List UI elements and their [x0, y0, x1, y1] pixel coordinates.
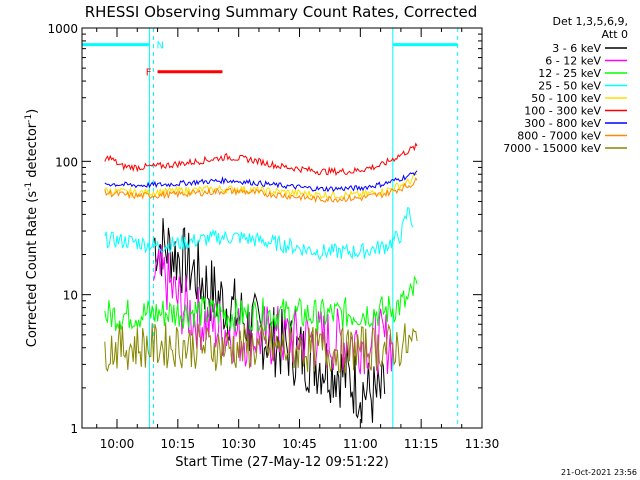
y-tick-label: 100	[55, 155, 78, 169]
y-axis-label: Corrected Count Rate (s-1 detector-1)	[24, 109, 40, 347]
series-line-300-800-kev	[104, 170, 418, 193]
x-tick-label: 11:00	[343, 437, 378, 451]
y-axis-label-sup2: -1	[24, 114, 34, 123]
y-axis-label-main: Corrected Count Rate (s	[25, 191, 40, 348]
series-line-7000-15000-kev	[104, 322, 418, 374]
y-axis-label-end: )	[25, 109, 40, 114]
legend-label: 3 - 6 keV	[552, 42, 601, 55]
axis-ticks: 10:00 10:15 10:30 10:45 11:00 11:15 11:30 1 10 10…	[47, 22, 499, 451]
legend-label: 12 - 25 keV	[538, 67, 601, 80]
legend-label: 800 - 7000 keV	[517, 130, 601, 143]
legend-label: 50 - 100 keV	[531, 92, 601, 105]
x-tick-label: 10:45	[282, 437, 317, 451]
series-line-50-100-kev	[104, 172, 418, 200]
x-tick-label: 10:30	[221, 437, 256, 451]
series-line-25-50-kev	[104, 206, 414, 261]
y-tick-label: 10	[63, 289, 78, 303]
series-line-12-25-kev	[104, 275, 418, 332]
y-axis-label-mid: detector	[25, 122, 40, 182]
legend-label: 7000 - 15000 keV	[503, 142, 601, 155]
x-tick-label: 11:15	[404, 437, 439, 451]
x-tick-label: 11:30	[465, 437, 500, 451]
flare-flag-label: F	[146, 68, 152, 79]
y-axis-label-sup1: -1	[24, 182, 34, 191]
legend-header-line2: Att 0	[602, 28, 628, 41]
y-tick-label: 1000	[47, 22, 78, 36]
footer-timestamp: 21-Oct-2021 23:56	[561, 468, 637, 477]
legend-label: 6 - 12 keV	[545, 55, 601, 68]
boundary-lines	[148, 28, 459, 428]
x-axis-label: Start Time (27-May-12 09:51:22)	[175, 455, 389, 470]
series-line-800-7000-kev	[104, 177, 418, 204]
chart-title: RHESSI Observing Summary Count Rates, Co…	[85, 3, 478, 21]
night-flag-label: N	[157, 41, 164, 52]
legend-header-line1: Det 1,3,5,6,9,	[552, 15, 628, 28]
series-line-100-300-kev	[104, 142, 418, 177]
flag-markers: FN	[82, 41, 458, 79]
x-tick-label: 10:15	[161, 437, 196, 451]
legend-label: 25 - 50 keV	[538, 80, 601, 93]
plot-frame	[81, 27, 483, 429]
y-tick-label: 1	[70, 422, 78, 436]
x-tick-label: 10:00	[100, 437, 135, 451]
series-group	[104, 142, 418, 424]
legend-label: 100 - 300 keV	[524, 105, 601, 118]
legend-label: 300 - 800 keV	[524, 117, 601, 130]
